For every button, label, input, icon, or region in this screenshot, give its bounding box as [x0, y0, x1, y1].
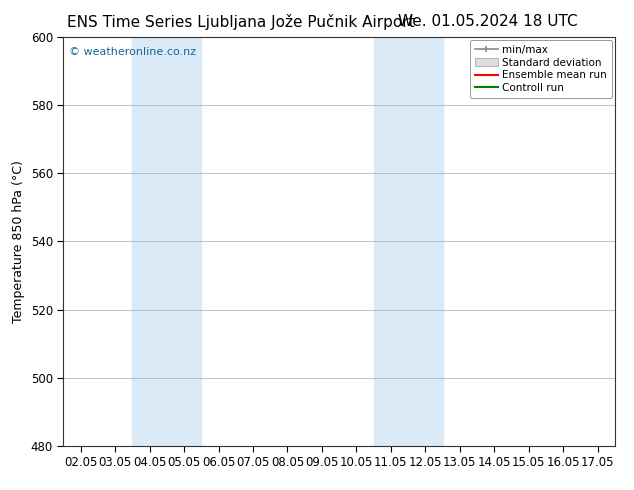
Bar: [133, 37, 202, 446]
Y-axis label: Temperature 850 hPa (°C): Temperature 850 hPa (°C): [12, 160, 25, 323]
Text: © weatheronline.co.nz: © weatheronline.co.nz: [69, 47, 196, 57]
Legend: min/max, Standard deviation, Ensemble mean run, Controll run: min/max, Standard deviation, Ensemble me…: [470, 40, 612, 98]
Text: ENS Time Series Ljubljana Jože Pučnik Airport: ENS Time Series Ljubljana Jože Pučnik Ai…: [67, 14, 415, 30]
Bar: [373, 37, 443, 446]
Text: We. 01.05.2024 18 UTC: We. 01.05.2024 18 UTC: [398, 14, 578, 29]
